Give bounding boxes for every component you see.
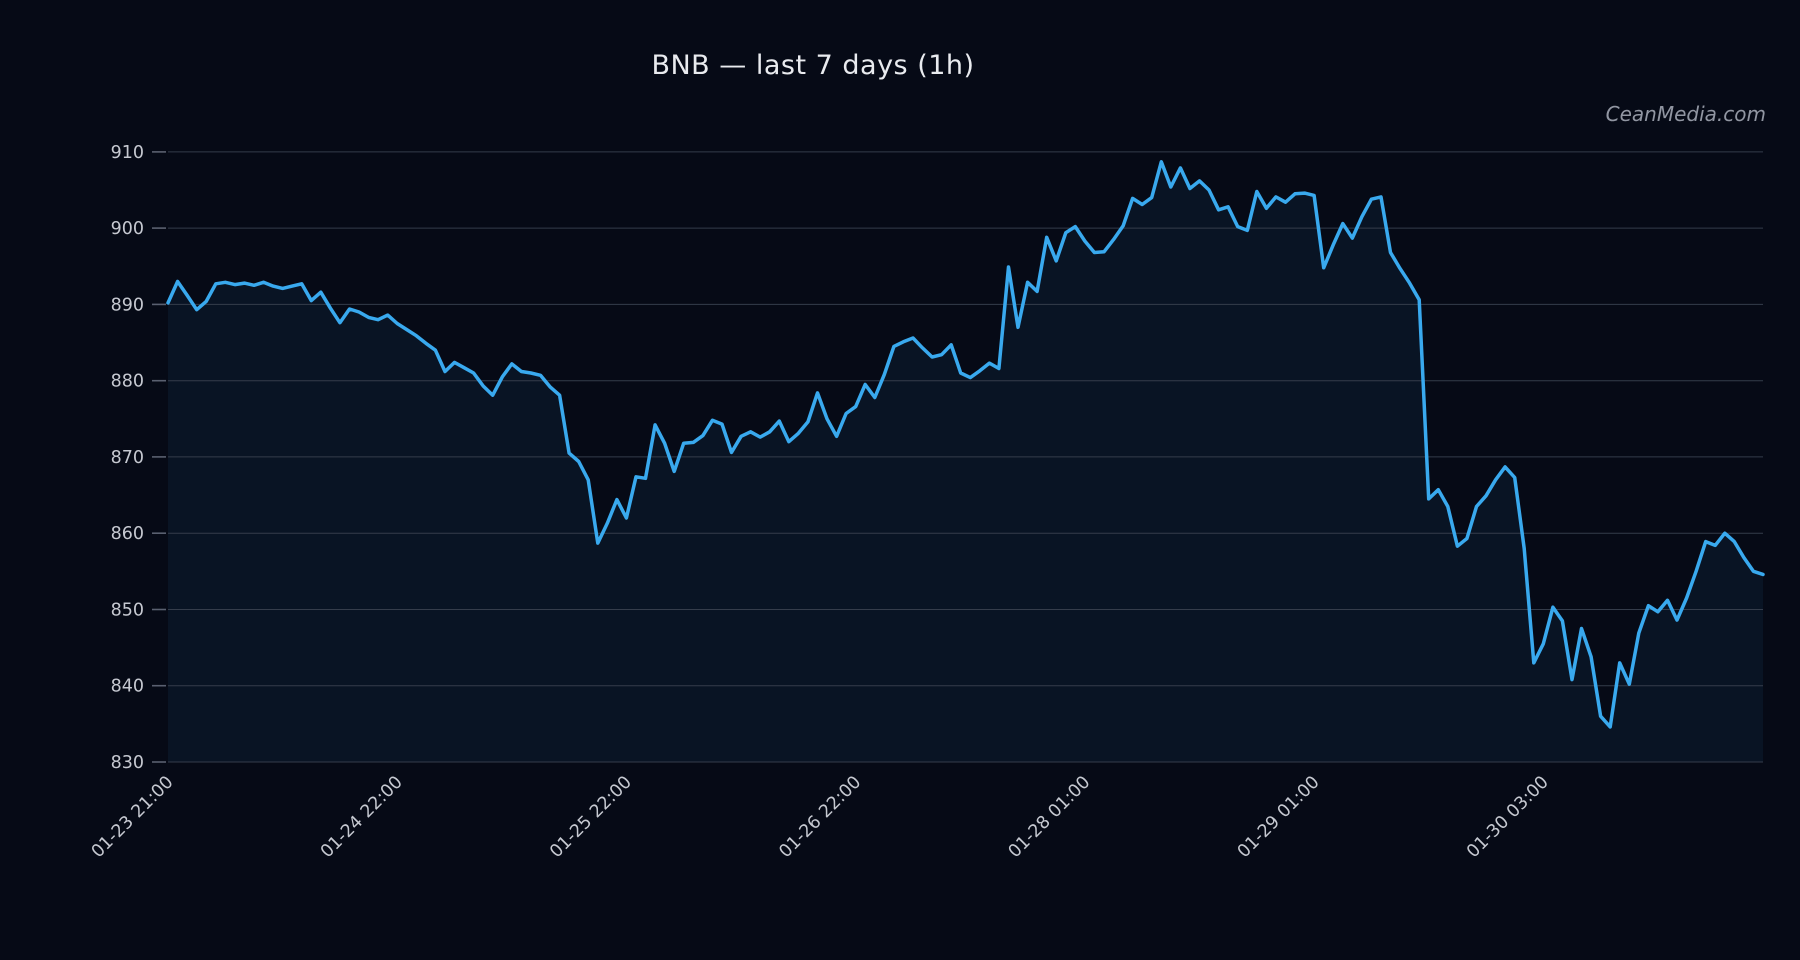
y-tick-label: 860 <box>111 524 144 544</box>
y-axis-ticks: 830 840 850 860 870 880 890 900 910 <box>111 143 166 773</box>
gridlines <box>168 151 1763 763</box>
x-tick-label: 01-29 01:00 <box>1234 772 1324 862</box>
x-tick-label: 01-26 22:00 <box>776 772 866 862</box>
x-tick-label: 01-28 01:00 <box>1005 772 1095 862</box>
y-tick-label: 870 <box>111 448 144 468</box>
x-tick-label: 01-25 22:00 <box>546 772 636 862</box>
watermark: CeanMedia.com <box>1605 102 1766 126</box>
y-tick-label: 910 <box>111 143 144 163</box>
y-tick-label: 850 <box>111 601 144 621</box>
x-tick-label: 01-24 22:00 <box>317 772 407 862</box>
y-tick-label: 890 <box>111 295 144 315</box>
x-tick-label: 01-23 21:00 <box>88 772 178 862</box>
x-axis-ticks: 01-23 21:00 01-24 22:00 01-25 22:00 01-26 2… <box>88 772 1553 862</box>
y-tick-label: 880 <box>111 372 144 392</box>
x-tick-label: 01-30 03:00 <box>1463 772 1553 862</box>
y-tick-label: 900 <box>111 219 144 239</box>
chart-title: BNB — last 7 days (1h) <box>651 50 975 81</box>
price-line <box>166 160 1765 729</box>
price-area-fill <box>168 161 1763 763</box>
y-tick-label: 830 <box>111 753 144 773</box>
y-tick-label: 840 <box>111 677 144 697</box>
